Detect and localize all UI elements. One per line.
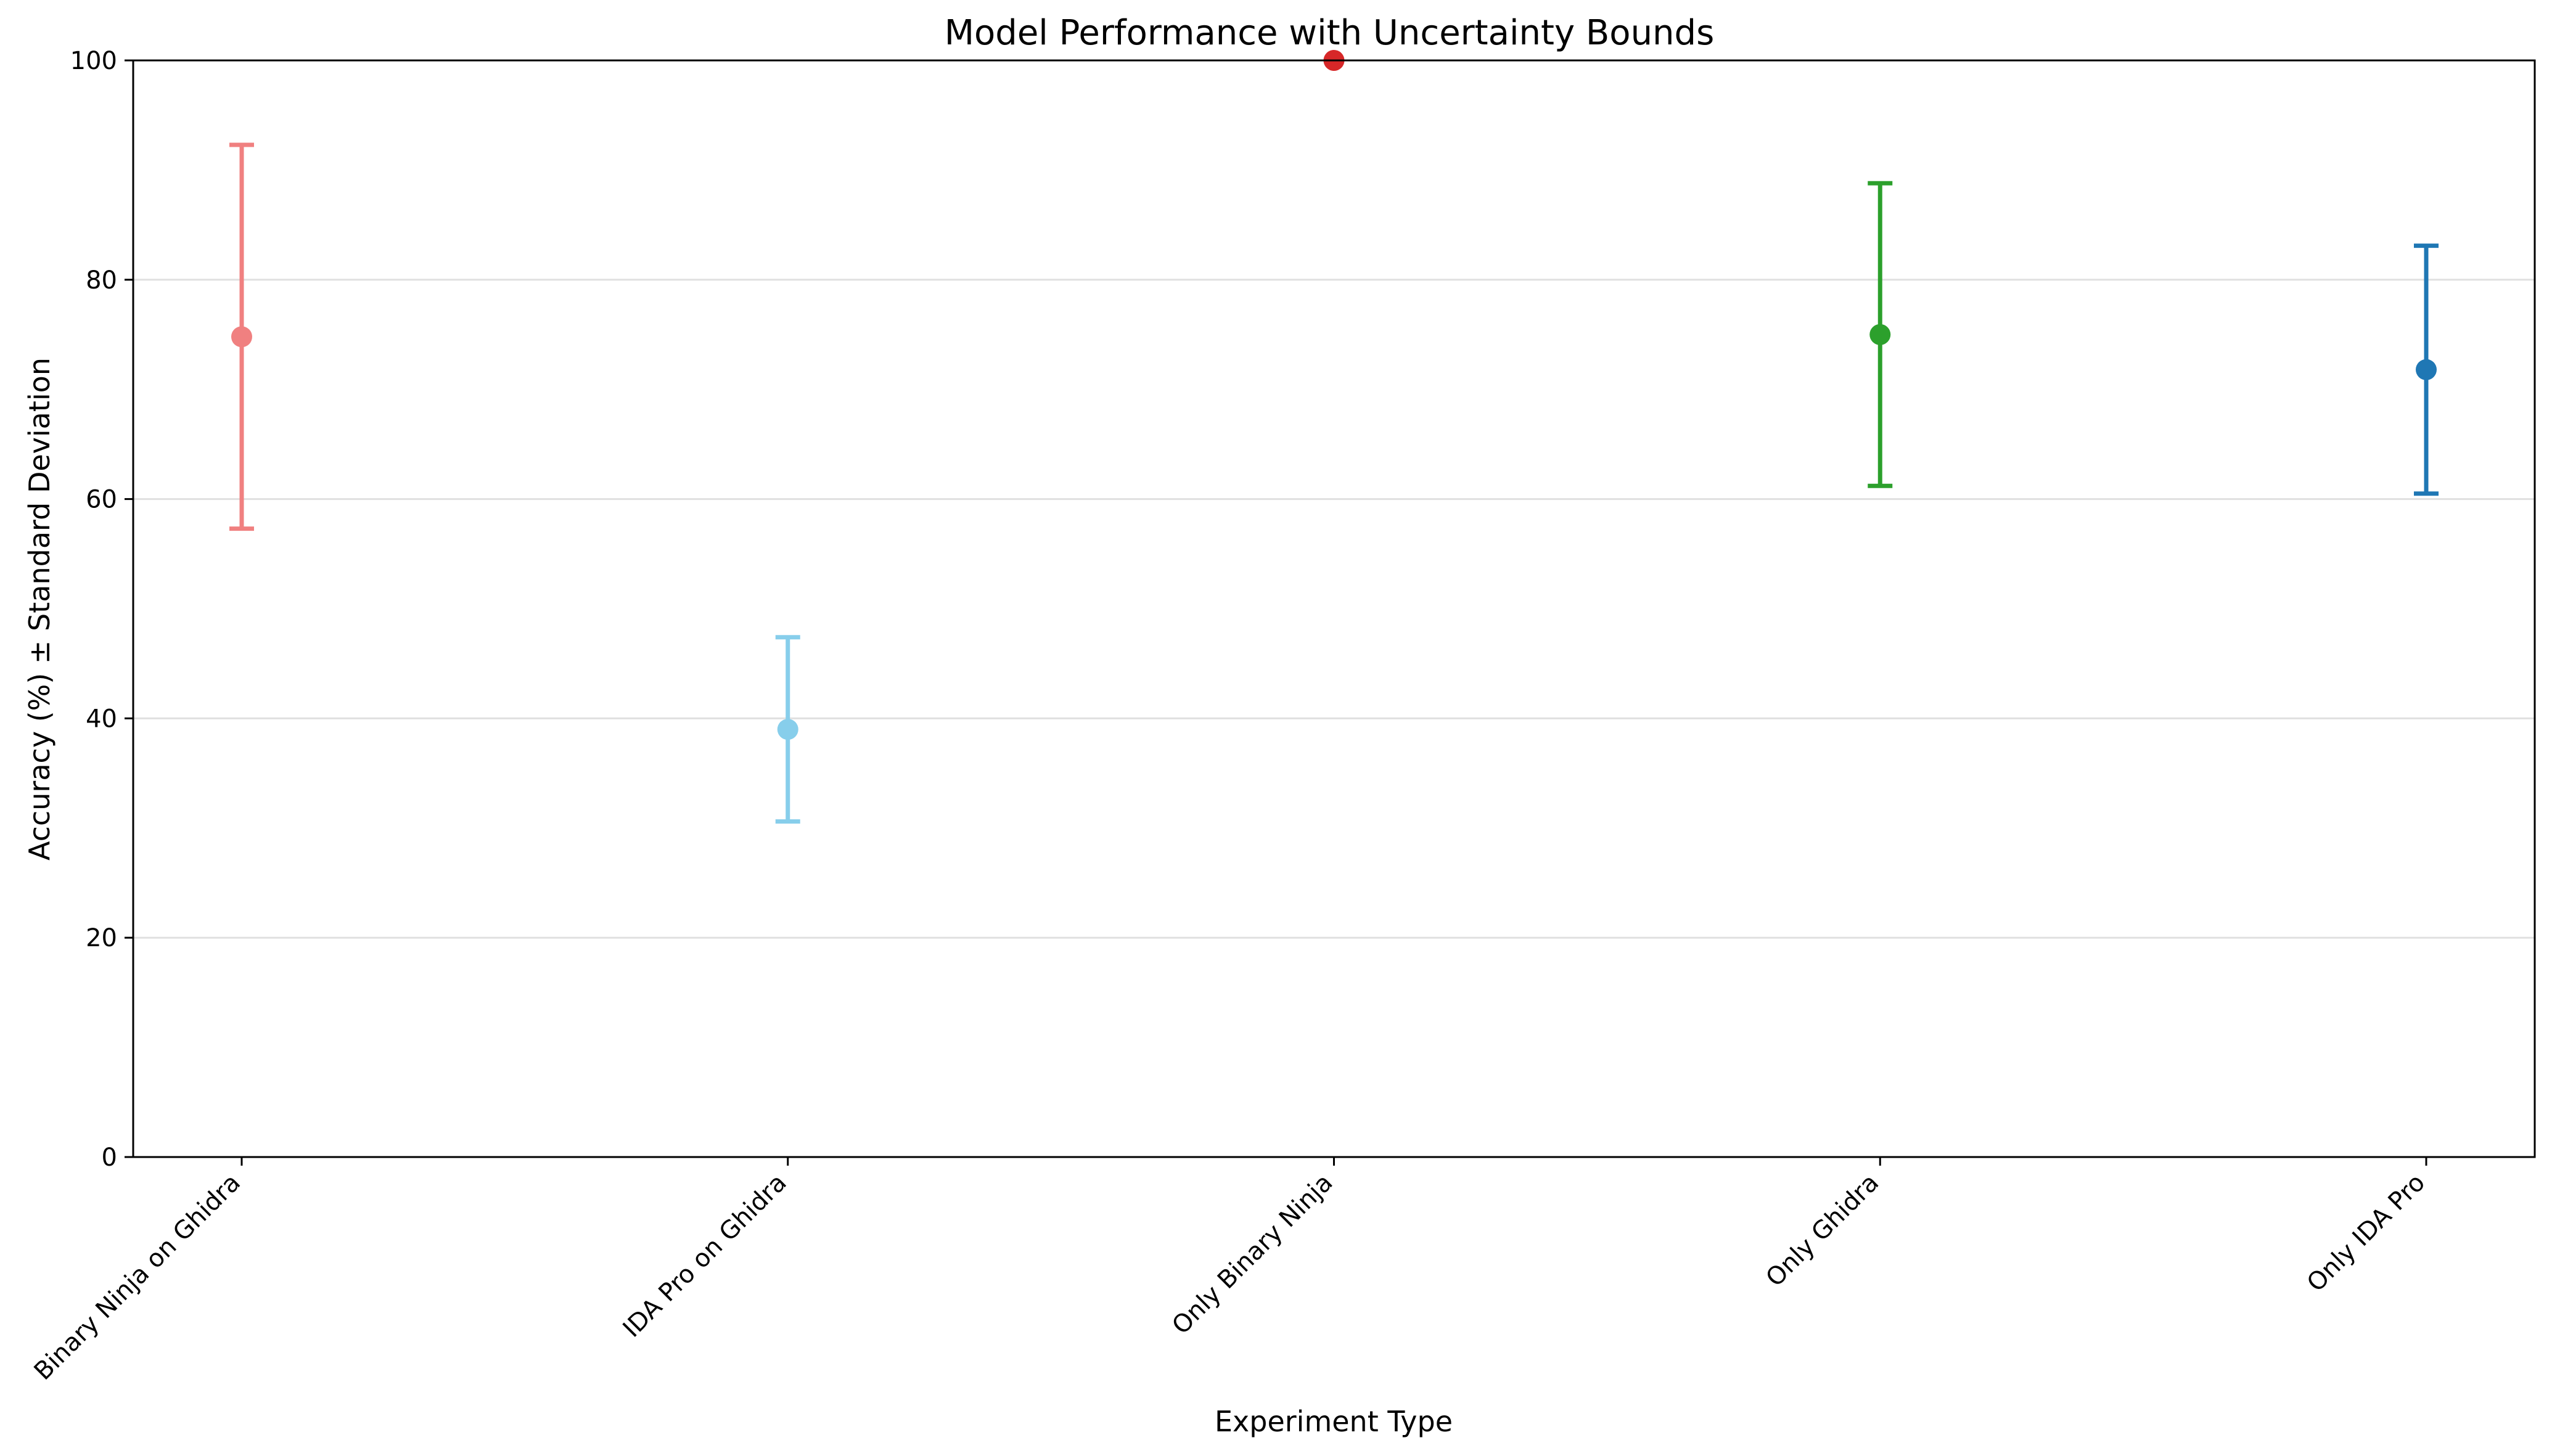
y-tick-label: 20 (86, 924, 117, 952)
data-point (2416, 359, 2437, 380)
x-axis-label: Experiment Type (1215, 1405, 1453, 1438)
plot-frame (132, 59, 2536, 1158)
series-point-group (2414, 243, 2439, 496)
plot-area (229, 50, 2439, 824)
chart-title: Model Performance with Uncertainty Bound… (945, 13, 1715, 53)
x-tick-label: Binary Ninja on Ghidra (29, 1169, 246, 1386)
x-axis: Binary Ninja on Ghidra IDA Pro on Ghidra O… (29, 1157, 2431, 1386)
y-tick-label: 40 (86, 705, 117, 733)
series-point-group (229, 142, 254, 531)
data-point (1869, 324, 1891, 345)
x-tick-label: IDA Pro on Ghidra (618, 1169, 792, 1343)
series-point-group (775, 635, 800, 824)
y-axis-label: Accuracy (%) ± Standard Deviation (23, 358, 56, 861)
data-point (231, 326, 252, 348)
y-axis: 0 20 40 60 80 100 (70, 47, 133, 1172)
x-tick-label: Only IDA Pro (2302, 1169, 2431, 1298)
x-tick-label: Only Binary Ninja (1167, 1169, 1338, 1340)
data-point (777, 719, 798, 740)
y-tick-label: 0 (102, 1143, 117, 1172)
x-tick-label: Only Ghidra (1760, 1169, 1884, 1293)
y-tick-label: 80 (86, 266, 117, 295)
y-tick-label: 100 (70, 47, 117, 75)
series-point-group (1868, 181, 1893, 488)
y-gridlines (133, 279, 2535, 939)
y-tick-label: 60 (86, 486, 117, 514)
